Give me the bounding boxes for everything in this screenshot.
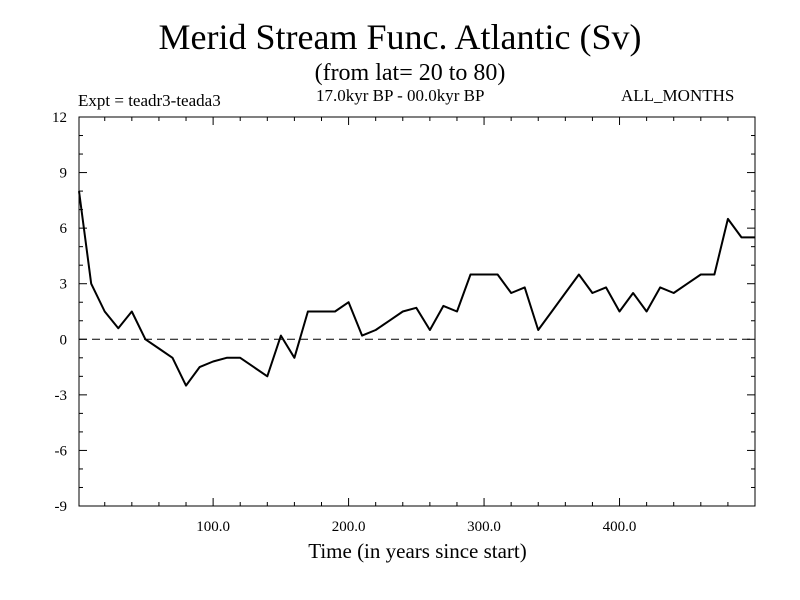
months-label: ALL_MONTHS bbox=[621, 86, 735, 105]
y-axis: -9 -6 -3 0 3 6 9 12 bbox=[52, 110, 755, 515]
chart-subtitle: (from lat= 20 to 80) bbox=[314, 60, 506, 86]
y-tick-label: 6 bbox=[60, 221, 68, 237]
plot-frame bbox=[78, 116, 756, 507]
y-tick-label: -9 bbox=[55, 499, 68, 515]
y-tick-label: 9 bbox=[60, 166, 68, 182]
x-axis: 100.0 200.0 300.0 400.0 bbox=[104, 117, 729, 535]
y-tick-label: -6 bbox=[55, 443, 68, 459]
period-label: 17.0kyr BP - 00.0kyr BP bbox=[316, 86, 485, 105]
y-tick-label: 0 bbox=[60, 332, 68, 348]
y-tick-label: 12 bbox=[52, 110, 67, 126]
y-tick-label: -3 bbox=[55, 388, 68, 404]
chart-title: Merid Stream Func. Atlantic (Sv) bbox=[158, 17, 642, 57]
x-axis-label: Time (in years since start) bbox=[308, 539, 527, 563]
x-tick-label: 100.0 bbox=[196, 519, 230, 535]
x-tick-label: 400.0 bbox=[603, 519, 637, 535]
y-tick-label: 3 bbox=[60, 277, 68, 293]
x-tick-label: 200.0 bbox=[332, 519, 366, 535]
x-tick-label: 300.0 bbox=[467, 519, 501, 535]
experiment-label: Expt = teadr3-teada3 bbox=[78, 91, 221, 110]
series-line bbox=[78, 190, 755, 387]
